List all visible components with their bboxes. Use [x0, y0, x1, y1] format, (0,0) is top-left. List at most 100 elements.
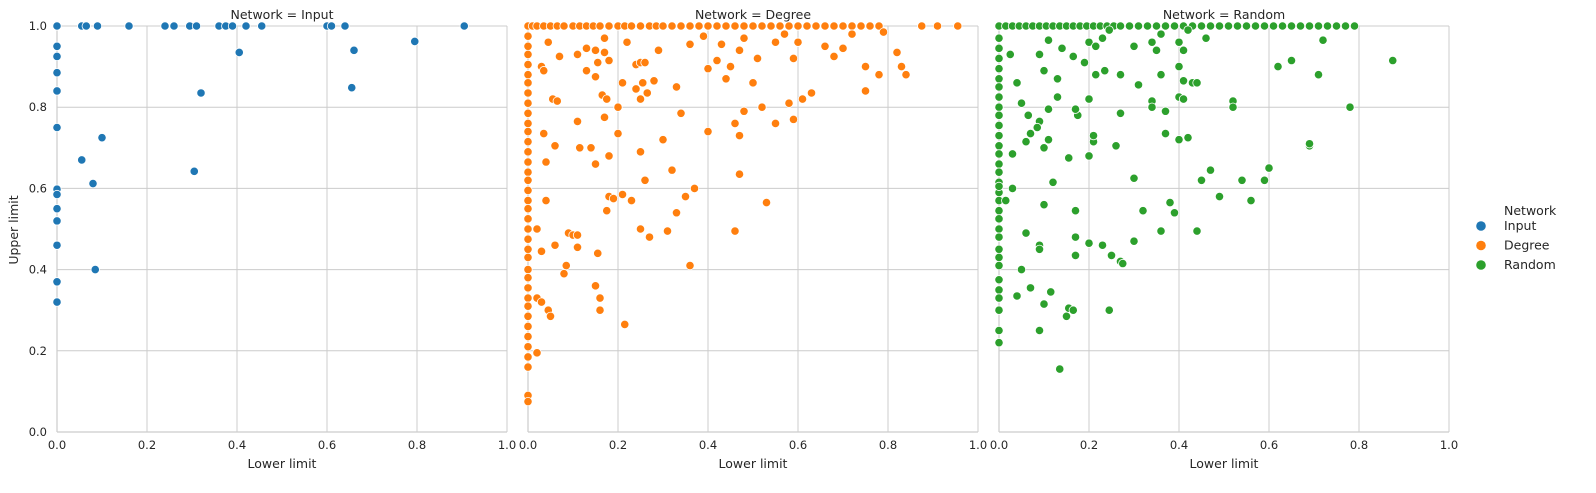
scatter-point [917, 21, 927, 31]
x-tick-label: 0.4 [699, 438, 717, 452]
x-tick-label: 0.6 [789, 438, 807, 452]
scatter-point [523, 59, 533, 70]
scatter-point [860, 86, 871, 96]
scatter-point [523, 264, 533, 275]
scatter-point [1115, 108, 1126, 118]
scatter-point [1313, 70, 1324, 80]
scatter-point [595, 21, 605, 31]
scatter-point [761, 198, 772, 208]
scatter-point [994, 285, 1004, 295]
scatter-point [721, 21, 731, 31]
scatter-point [635, 21, 646, 31]
x-tick-label: 0.4 [228, 438, 246, 452]
scatter-point [88, 178, 98, 189]
x-tick-label: 1.0 [969, 438, 987, 452]
scatter-point [1318, 35, 1328, 45]
scatter-point [730, 118, 740, 129]
scatter-point [1055, 364, 1065, 374]
scatter-point [595, 305, 605, 315]
scatter-point [1012, 291, 1022, 301]
scatter-point [1183, 25, 1193, 35]
scatter-point [694, 21, 704, 31]
scatter-point [590, 281, 601, 291]
scatter-point [734, 45, 745, 55]
scatter-point [1129, 173, 1139, 183]
scatter-point [532, 224, 542, 234]
scatter-point [1091, 70, 1101, 80]
legend-marker-random [1476, 260, 1486, 270]
scatter-point [1156, 29, 1166, 39]
scatter-point [994, 53, 1004, 64]
scatter-point [1084, 238, 1094, 248]
series-degree [523, 21, 963, 407]
scatter-point [593, 57, 603, 68]
x-axis-label: Lower limit [1190, 456, 1259, 471]
scatter-point [559, 269, 569, 279]
scatter-point [865, 21, 875, 31]
scatter-point [1147, 37, 1157, 47]
scatter-point [793, 37, 803, 47]
panels: 0.0 0.2 0.4 0.6 0.8 1.00.00.20.40.60.81.0Lowe… [29, 7, 1458, 471]
scatter-point [52, 216, 62, 226]
scatter-point [613, 102, 623, 112]
scatter-point [572, 242, 583, 252]
scatter-point [1070, 104, 1081, 114]
scatter-point [1223, 21, 1234, 31]
scatter-point [523, 331, 533, 342]
scatter-point [581, 66, 592, 76]
scatter-point [1052, 74, 1063, 84]
scatter-point [766, 21, 776, 31]
scatter-point [797, 94, 808, 104]
scatter-point [1034, 49, 1045, 60]
scatter-point [874, 21, 884, 31]
scatter-point [602, 94, 612, 104]
scatter-point [1147, 102, 1157, 112]
scatter-point [994, 74, 1004, 84]
scatter-point [1104, 25, 1114, 35]
scatter-point [124, 21, 134, 31]
scatter-point [860, 61, 871, 72]
scatter-point [1104, 305, 1114, 315]
scatter-point [752, 53, 763, 64]
scatter-point [602, 206, 612, 216]
scatter-point [550, 240, 560, 250]
scatter-point [539, 66, 549, 76]
scatter-point [994, 252, 1004, 263]
scatter-point [994, 33, 1004, 43]
panel-title: Network = Input [231, 7, 334, 22]
scatter-point [1268, 21, 1279, 31]
scatter-point [523, 244, 533, 254]
scatter-point [1304, 21, 1315, 31]
scatter-point [1201, 33, 1211, 43]
scatter-point [1025, 128, 1036, 139]
y-tick-label: 1.0 [29, 19, 47, 33]
scatter-point [90, 264, 100, 275]
x-axis-label: Lower limit [719, 456, 788, 471]
scatter-point [326, 21, 337, 31]
scatter-point [994, 82, 1004, 92]
scatter-point [1111, 141, 1121, 151]
scatter-point [712, 55, 722, 66]
scatter-point [1091, 41, 1101, 51]
scatter-point [97, 133, 107, 143]
scatter-point [340, 21, 350, 31]
scatter-point [680, 191, 691, 202]
scatter-point [52, 297, 62, 307]
scatter-point [1286, 21, 1297, 31]
scatter-point [820, 41, 830, 51]
legend-label-degree: Degree [1504, 238, 1550, 253]
scatter-point [1043, 104, 1054, 114]
scatter-point [523, 283, 533, 293]
scatter-point [196, 88, 206, 98]
scatter-point [523, 157, 533, 167]
scatter-point [847, 21, 857, 31]
scatter-point [994, 214, 1004, 224]
y-tick-label: 0.4 [29, 263, 47, 277]
scatter-point [1196, 21, 1207, 31]
scatter-point [1277, 21, 1288, 31]
scatter-point [1079, 57, 1090, 68]
scatter-point [595, 293, 605, 303]
scatter-point [1129, 236, 1139, 246]
scatter-point [730, 226, 740, 236]
scatter-point [523, 49, 533, 60]
